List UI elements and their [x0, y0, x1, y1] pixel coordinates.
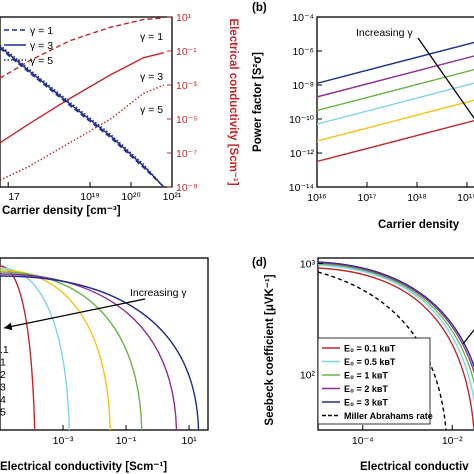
panel-d-legend: E₀ = 0.1 kʙT E₀ = 0.5 kʙT E₀ = 1 kʙT E₀ = 2…	[322, 344, 433, 421]
panel-a-right-tick-label: 10⁻¹	[176, 46, 197, 58]
panel-b-y-tick-label: 10⁻¹²	[290, 148, 315, 160]
panel-d-series-2	[318, 263, 474, 385]
panel-a-frame	[0, 16, 173, 188]
panel-c-series-1	[0, 267, 70, 430]
panel-d-legend-label: Miller Abrahams rate	[344, 411, 433, 421]
panel-d-y-axis-title: Seebeck coefficient [μVK⁻¹]	[264, 274, 276, 425]
panel-b-arrow-line	[417, 37, 474, 119]
panel-b-series-5	[317, 119, 474, 163]
panel-a-right-axis-title: Electrical conductivity [Scm⁻¹]	[227, 18, 239, 185]
panel-c-x-axis-title: Electrical conductivity [Scm⁻¹]	[0, 461, 167, 473]
panel-a-x-tick-label: 10¹⁹	[80, 191, 100, 203]
panel-d-legend-label: E₀ = 0.1 kʙT	[344, 344, 396, 354]
panel-b-x-tick-label: 10¹⁹	[457, 192, 474, 204]
panel-a-series-3	[0, 47, 165, 187]
panel-a-right-tick-label: 10¹	[176, 12, 192, 24]
panel-c-series-4	[0, 273, 178, 430]
panel-a-x-axis-title: Carrier density [cm⁻³]	[2, 205, 121, 217]
panel-b-series-0	[317, 41, 474, 84]
panel-a-series-1	[0, 52, 164, 144]
annotation-gamma-3: γ = 3	[140, 71, 163, 83]
panel-c-legend-fragment: 5	[0, 407, 6, 419]
panel-d-x-tick-label: 10⁻⁴	[352, 435, 374, 447]
panel-a-series-5	[0, 44, 165, 187]
panel-a-right-tick-label: 10⁻⁹	[176, 182, 198, 194]
panel-a-x-tick-label: 17	[8, 191, 20, 203]
panel-a-right-tick-label: 10⁻³	[176, 80, 197, 92]
panel-c-x-tick-label: 10⁻¹	[116, 435, 137, 447]
panel-d-x-tick-label: 10⁻²	[442, 435, 463, 447]
legend-label-gamma-3: γ = 3	[30, 40, 53, 52]
panel-b-y-tick-label: 10⁻⁴	[292, 12, 314, 24]
panel-b-x-tick-label: 10¹⁷	[358, 192, 377, 204]
panel-c-series-3	[0, 271, 143, 430]
panel-b-series-4	[317, 99, 474, 142]
panel-c-legend-fragment: 1	[0, 357, 6, 369]
panel-d-legend-label: E₀ = 1 kʙT	[344, 371, 388, 381]
panel-b-y-tick-label: 10⁻⁶	[292, 46, 314, 58]
panel-c-legend-fragment: .1	[0, 344, 9, 356]
panel-b-y-tick-label: 10⁻¹⁴	[289, 182, 314, 194]
panel-a-legend: γ = 1 γ = 3 γ = 5	[4, 25, 53, 67]
panel-d: (d) 10⁻⁴ 10⁻² 10³ 10² Seebeck coefficient …	[252, 257, 474, 473]
panel-a-series-0	[0, 17, 164, 79]
panel-d-y-tick-label: 10³	[300, 259, 316, 271]
panel-a: 17 10¹⁹ 10²⁰ 10²¹ 10¹ 10⁻¹ 10⁻³ 10⁻⁵ 10⁻⁷ 10⁻⁹ C…	[0, 12, 239, 217]
legend-label-gamma-5: γ = 5	[30, 55, 53, 67]
panel-d-legend-box	[317, 337, 431, 425]
legend-label-gamma-1: γ = 1	[30, 25, 53, 37]
panel-d-label: (d)	[252, 257, 267, 269]
panel-d-x-axis-title: Electrical conductiv	[360, 461, 469, 473]
panel-c-frame	[0, 257, 209, 431]
panel-a-x-tick-label: 10²¹	[163, 191, 182, 203]
panel-b-x-tick-label: 10¹⁶	[307, 192, 327, 204]
panel-c-x-tick-label: 10⁻³	[53, 435, 74, 447]
panel-b-frame	[316, 16, 474, 188]
panel-b-series-2	[317, 68, 474, 112]
panel-c-legend-fragment: 2	[0, 369, 6, 381]
panel-b-x-tick-label: 10¹⁸	[407, 192, 427, 204]
panel-a-right-tick-label: 10⁻⁷	[176, 148, 197, 160]
panel-d-legend-label: E₀ = 3 kʙT	[344, 398, 388, 408]
annotation-gamma-5: γ = 5	[140, 104, 163, 116]
panel-b-label: (b)	[252, 2, 267, 14]
panel-d-series-1	[318, 262, 474, 374]
panel-b: (b) 10¹⁶ 10¹⁷ 10¹⁸ 10¹⁹ 10⁻⁴ 10⁻⁶ 10⁻⁸ 10⁻¹⁰ 10…	[252, 2, 474, 231]
panel-b-series-3	[317, 82, 474, 125]
panel-b-series-1	[317, 55, 474, 98]
panel-c-series-5	[0, 275, 200, 430]
panel-d-series-4	[318, 267, 474, 430]
panel-a-x-tick-label: 10²⁰	[121, 191, 141, 203]
panel-a-series-2	[0, 84, 165, 181]
panel-a-right-tick-label: 10⁻⁵	[176, 114, 198, 126]
panel-b-annotation-increasing-gamma: Increasing γ	[356, 27, 413, 39]
panel-d-legend-label: E₀ = 0.5 kʙT	[344, 357, 396, 367]
panel-c-legend-fragment: 4	[0, 394, 6, 406]
panel-b-y-axis-title: Power factor [S²σ]	[252, 52, 264, 152]
panel-c-x-tick-label: 10¹	[181, 435, 197, 447]
panel-c-series-2	[0, 269, 111, 430]
panel-a-series-4	[0, 46, 165, 187]
panel-d-series-3	[318, 264, 474, 404]
panel-d-legend-label: E₀ = 2 kʙT	[344, 384, 388, 394]
panel-c: 10⁻³ 10⁻¹ 10¹ Electrical conductivity [Scm…	[0, 257, 209, 473]
panel-b-y-tick-label: 10⁻¹⁰	[289, 114, 315, 126]
panel-c-annotation-increasing-gamma: Increasing γ	[130, 287, 187, 299]
annotation-gamma-1: γ = 1	[140, 31, 163, 43]
panel-b-y-tick-label: 10⁻⁸	[292, 80, 314, 92]
panel-c-arrow	[3, 298, 146, 331]
panel-b-x-axis-title: Carrier density	[378, 219, 460, 231]
panel-d-y-tick-label: 10²	[300, 370, 316, 382]
panel-d-series-0	[318, 261, 474, 369]
panel-c-legend-fragment: 3	[0, 382, 6, 394]
panel-d-arrow-line	[462, 329, 474, 345]
